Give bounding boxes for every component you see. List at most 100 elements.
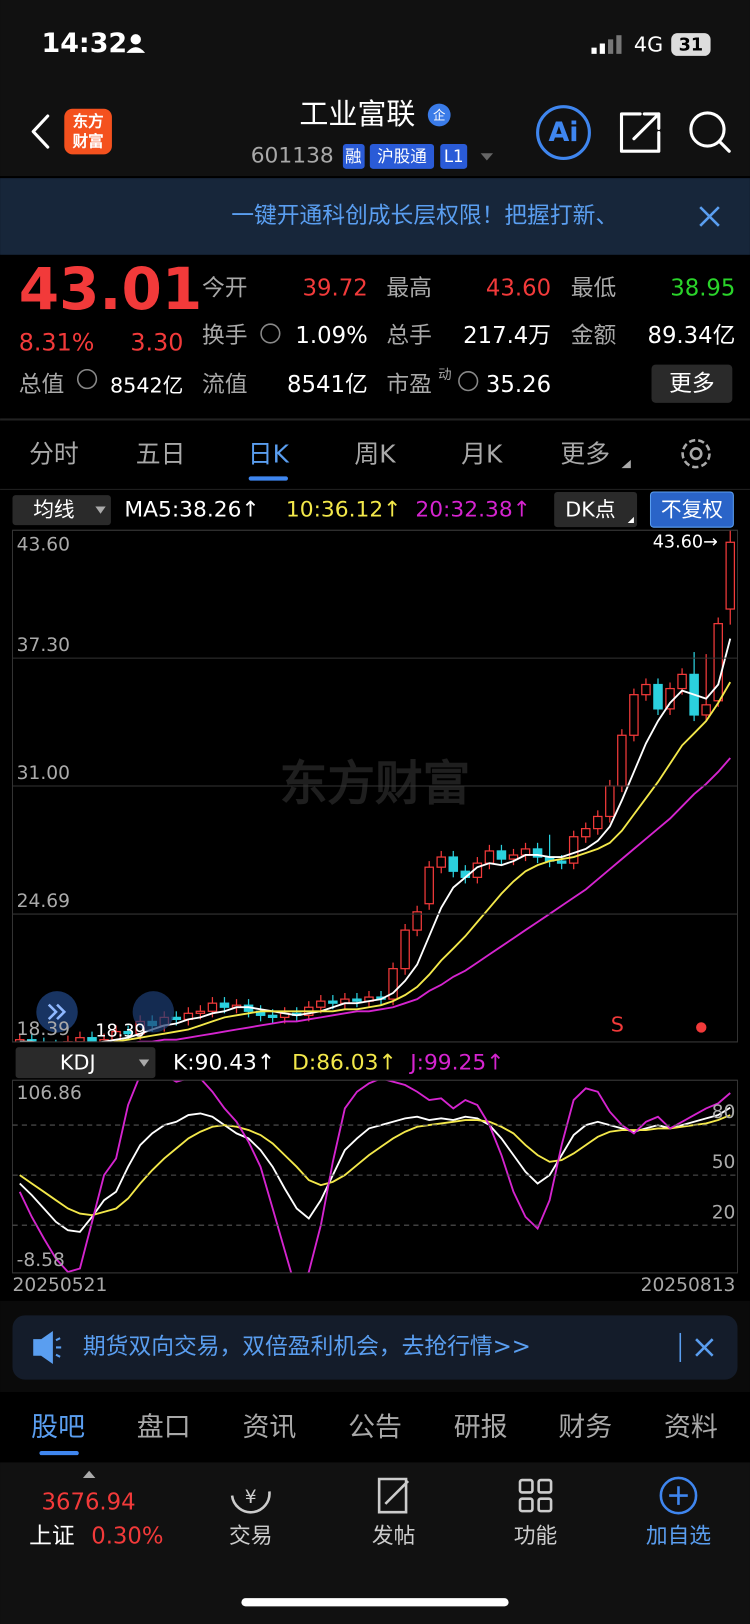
candle-body [701, 704, 711, 716]
y-tick-label: -8.58 [17, 1250, 65, 1271]
indicator-name: 均线 [33, 498, 74, 522]
period-tab[interactable]: 分时 [29, 440, 79, 469]
banner-close[interactable] [699, 206, 720, 227]
period-tab[interactable]: 五日 [136, 440, 186, 469]
last-price: 43.01 [19, 255, 202, 323]
network-label: 4G [634, 33, 663, 57]
section-tab[interactable]: 研报 [454, 1412, 508, 1443]
legend-entry: 10:36.12↑ [286, 498, 402, 523]
expand-icon [47, 1003, 67, 1021]
info-icon[interactable] [260, 323, 281, 344]
share-button[interactable] [619, 112, 661, 153]
candle-body [496, 850, 507, 860]
more-button[interactable] [651, 364, 733, 403]
section-tab[interactable]: 资料 [664, 1412, 718, 1443]
info-icon[interactable] [76, 368, 98, 390]
ma-line [109, 681, 732, 1042]
candle-body [207, 1002, 218, 1012]
ai-icon: Ai [548, 117, 578, 148]
notice-text: 期货双向交易，双倍盈利机会，去抢行情>> [83, 1334, 531, 1360]
candle-body [605, 785, 615, 818]
ma-line [19, 638, 732, 1042]
field-label: 今开 [202, 275, 248, 301]
search-button[interactable] [689, 111, 731, 153]
max-annotation: 43.60→ [653, 533, 718, 553]
bar-button[interactable]: 功能 [514, 1524, 557, 1549]
bar-button[interactable]: 交易 [229, 1524, 273, 1549]
period-tab[interactable]: 日K [248, 440, 290, 469]
candle-body [171, 1016, 182, 1021]
function-icon [518, 1478, 553, 1513]
candle-body [641, 683, 651, 696]
stock-code: 601138 [251, 143, 334, 168]
bar-button[interactable]: 发帖 [372, 1524, 416, 1549]
field-value: 8541亿 [287, 372, 368, 398]
field-value: 1.09% [295, 323, 367, 349]
settings-button[interactable] [681, 438, 711, 469]
separator [679, 1332, 682, 1362]
battery-level: 31 [679, 36, 703, 56]
candle-body [400, 929, 410, 970]
float-button[interactable] [132, 991, 175, 1033]
section-tab[interactable]: 盘口 [137, 1412, 191, 1443]
indicator-select[interactable] [15, 1047, 156, 1079]
kdj-line [19, 1114, 731, 1217]
user-icon [126, 34, 146, 53]
indicator-name: KDJ [60, 1051, 96, 1075]
dropdown-arrow[interactable] [480, 153, 494, 161]
period-tab[interactable]: 周K [354, 440, 396, 469]
candle-body [267, 1014, 278, 1018]
tag-text: 沪股通 [377, 147, 427, 166]
period-tab[interactable]: 更多 [560, 440, 610, 469]
bar-button[interactable]: 加自选 [646, 1524, 711, 1549]
speaker-icon [33, 1330, 62, 1364]
y-tick-label: 31.00 [17, 763, 70, 784]
candle-body [532, 848, 543, 858]
adjust-button-text: 不复权 [661, 498, 723, 522]
signal-dot [696, 1022, 707, 1033]
svg-text:¥: ¥ [245, 1487, 257, 1508]
banner-text: 一键开通科创成长层权限！把握打新、 [231, 203, 618, 229]
period-tab[interactable]: 月K [461, 440, 503, 469]
watermark: 东方财富 [280, 757, 471, 812]
index-name: 上证 [29, 1524, 75, 1550]
change-percent: 8.31% [19, 328, 95, 356]
adjust-button[interactable] [649, 491, 734, 528]
y-tick-label: 80 [712, 1102, 736, 1123]
index-change: 0.30% [91, 1524, 163, 1550]
legend-entry: K:90.43↑ [173, 1051, 275, 1076]
section-tab[interactable]: 股吧 [31, 1412, 85, 1443]
bottom-bar [0, 1462, 750, 1624]
candle-body [75, 1037, 85, 1042]
dropdown-arrow [138, 1059, 150, 1067]
section-tab[interactable]: 财务 [558, 1412, 612, 1443]
banner[interactable] [0, 178, 750, 255]
section-tab[interactable]: 公告 [348, 1412, 402, 1443]
candle-body [508, 854, 519, 860]
candle-body [677, 673, 687, 690]
dk-button[interactable] [554, 491, 638, 528]
info-icon[interactable] [458, 371, 479, 392]
candle-body [448, 856, 459, 872]
ai-button[interactable] [536, 105, 591, 161]
section-tab[interactable]: 资讯 [242, 1412, 296, 1443]
notice[interactable] [12, 1315, 738, 1380]
candle-body [388, 968, 398, 1000]
logo [64, 108, 112, 155]
add-icon [659, 1476, 698, 1515]
divider [0, 488, 750, 490]
min-annotation: 18.39 [95, 1022, 145, 1042]
y-tick-label: 18.39 [17, 1019, 70, 1040]
indicator-select[interactable] [12, 495, 111, 526]
candle-body [653, 683, 663, 710]
active-tab-indicator [248, 476, 288, 481]
candle-body [629, 694, 639, 736]
notice-close[interactable] [695, 1338, 714, 1357]
badge [427, 103, 451, 127]
candle-body [87, 1037, 97, 1042]
date-label: 20250813 [641, 1275, 736, 1296]
candle-body [580, 828, 591, 838]
back-button[interactable] [31, 114, 50, 149]
kdj-plot [18, 1080, 731, 1273]
candle-body [713, 623, 723, 702]
